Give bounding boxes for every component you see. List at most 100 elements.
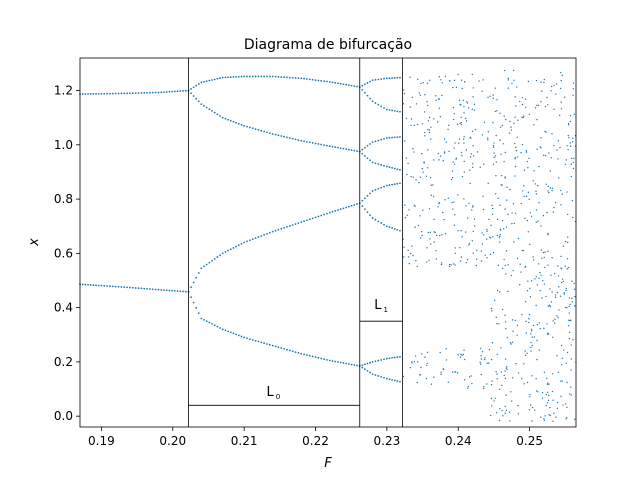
- branch-point: [182, 290, 184, 293]
- chaotic-point: [563, 96, 566, 98]
- chaotic-point: [541, 397, 544, 399]
- chaotic-point: [504, 377, 507, 380]
- branch-point: [203, 80, 205, 83]
- chaotic-point: [557, 401, 559, 404]
- branch-point: [151, 91, 154, 94]
- chaotic-point: [566, 268, 568, 270]
- chaotic-point: [553, 108, 555, 111]
- chaotic-point: [565, 289, 567, 292]
- chaotic-point: [523, 383, 525, 385]
- chaotic-point: [524, 350, 526, 352]
- branch-point: [385, 377, 388, 380]
- chaotic-point: [525, 195, 528, 198]
- chaotic-point: [417, 78, 419, 81]
- branch-point: [197, 83, 200, 85]
- chaotic-point: [432, 195, 435, 198]
- chaotic-point: [526, 352, 528, 354]
- branch-point: [320, 143, 323, 146]
- branch-point: [208, 108, 211, 111]
- chaotic-point: [571, 297, 573, 300]
- chaotic-point: [402, 375, 405, 378]
- chaotic-point: [546, 96, 548, 99]
- chaotic-point: [434, 231, 436, 234]
- chaotic-point: [535, 193, 538, 195]
- chaotic-point: [501, 184, 503, 186]
- chaotic-point: [416, 265, 419, 268]
- chaotic-point: [514, 165, 517, 168]
- chaotic-point: [457, 354, 459, 356]
- chaotic-point: [555, 83, 558, 85]
- chaotic-point: [547, 399, 550, 402]
- chaotic-point: [529, 243, 531, 246]
- chaotic-point: [498, 419, 501, 422]
- chaotic-point: [514, 116, 516, 118]
- chaotic-point: [550, 157, 552, 159]
- chaotic-point: [471, 382, 473, 385]
- chaotic-point: [486, 228, 488, 231]
- chaotic-point: [538, 202, 540, 204]
- branch-point: [240, 123, 243, 126]
- chaotic-point: [419, 374, 422, 376]
- branch-point: [369, 361, 371, 364]
- branch-point: [371, 360, 374, 363]
- branch-point: [288, 349, 291, 352]
- chaotic-point: [547, 332, 549, 334]
- chaotic-point: [522, 190, 524, 192]
- chaotic-point: [459, 122, 461, 124]
- chaotic-point: [487, 139, 489, 141]
- branch-point: [286, 348, 288, 351]
- chaotic-point: [428, 208, 431, 210]
- chaotic-point: [523, 363, 525, 365]
- branch-point: [114, 285, 117, 288]
- branch-point: [106, 285, 109, 287]
- chaotic-point: [438, 201, 441, 204]
- chaotic-point: [462, 99, 464, 102]
- chaotic-point: [567, 124, 570, 126]
- branch-point: [393, 167, 396, 170]
- branch-point: [126, 92, 128, 95]
- chaotic-point: [510, 400, 513, 402]
- chaotic-point: [564, 163, 567, 166]
- chaotic-point: [506, 337, 509, 339]
- chaotic-point: [442, 211, 444, 214]
- branch-point: [195, 276, 198, 279]
- chaotic-point: [490, 383, 493, 386]
- branch-point: [347, 363, 350, 365]
- branch-point: [396, 76, 399, 79]
- branch-point: [361, 152, 364, 155]
- chaotic-point: [438, 203, 440, 205]
- branch-point: [192, 301, 195, 304]
- chaotic-point: [493, 400, 495, 402]
- chaotic-point: [426, 82, 429, 84]
- chaotic-point: [557, 275, 560, 277]
- branch-point: [391, 357, 394, 359]
- chaotic-point: [512, 203, 515, 205]
- chaotic-point: [540, 81, 542, 83]
- chaotic-point: [541, 90, 543, 92]
- branch-point: [297, 139, 300, 141]
- branch-point: [274, 229, 277, 232]
- chaotic-point: [472, 166, 474, 168]
- chaotic-point: [538, 165, 540, 168]
- chaotic-point: [463, 349, 465, 351]
- branch-point: [371, 79, 374, 82]
- chaotic-point: [490, 358, 493, 361]
- branch-point: [154, 288, 157, 291]
- chaotic-point: [451, 177, 454, 179]
- branch-point: [369, 159, 371, 162]
- branch-point: [109, 285, 111, 288]
- branch-point: [388, 136, 391, 139]
- chaotic-point: [521, 103, 524, 106]
- chaotic-point: [406, 173, 408, 176]
- branch-point: [197, 312, 200, 315]
- branch-point: [396, 228, 399, 231]
- chaotic-point: [506, 366, 508, 368]
- chaotic-point: [504, 151, 506, 154]
- chaotic-point: [413, 151, 415, 153]
- chaotic-point: [552, 399, 554, 401]
- chaotic-point: [567, 266, 570, 269]
- branch-point: [117, 92, 120, 95]
- chaotic-point: [503, 115, 505, 117]
- chaotic-point: [510, 129, 513, 131]
- chaotic-point: [547, 104, 549, 106]
